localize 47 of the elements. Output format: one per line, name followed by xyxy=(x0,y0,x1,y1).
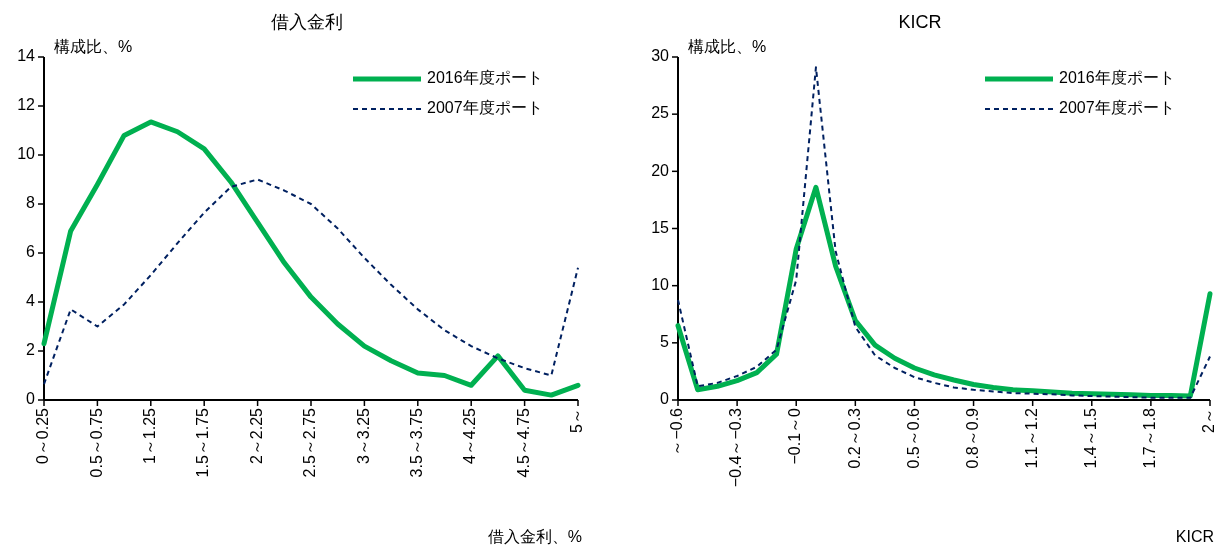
x-tick-label: 1.4～1.5 xyxy=(1082,407,1100,469)
y-tick-label: 6 xyxy=(26,243,36,261)
x-tick-label: 1.7～1.8 xyxy=(1141,407,1159,469)
x-tick-label: 4.5～4.75 xyxy=(514,407,532,478)
legend-label: 2016年度ポート xyxy=(427,69,543,87)
y-tick-label: 25 xyxy=(651,104,670,122)
y-tick-label: 12 xyxy=(17,96,36,114)
x-tick-label: 2～ xyxy=(1200,408,1218,433)
y-tick-label: 15 xyxy=(651,218,670,236)
x-tick-label: 2～2.25 xyxy=(247,407,265,465)
legend-label: 2016年度ポート xyxy=(1059,69,1175,87)
y-tick-label: 5 xyxy=(660,333,670,351)
chart-title: KICR xyxy=(898,12,942,32)
x-axis-title: 借入金利、% xyxy=(487,528,582,545)
x-axis-title: KICR xyxy=(1175,528,1214,545)
x-tick-label: 3.5～3.75 xyxy=(408,407,426,478)
x-tick-label: 0～0.25 xyxy=(34,407,52,465)
x-tick-label: 3～3.25 xyxy=(354,407,372,465)
legend-label: 2007年度ポート xyxy=(427,99,543,117)
y-tick-label: 30 xyxy=(651,47,670,65)
x-tick-label: ～−0.6 xyxy=(668,407,686,456)
y-axis-title: 構成比、% xyxy=(688,38,767,55)
y-tick-label: 0 xyxy=(26,390,36,408)
x-tick-label: 0.5～0.6 xyxy=(904,407,922,469)
y-tick-label: 2 xyxy=(26,341,36,359)
x-tick-label: 2.5～2.75 xyxy=(301,407,319,478)
x-tick-label: 5～ xyxy=(568,408,586,433)
x-tick-label: 0.5～0.75 xyxy=(87,407,105,478)
y-tick-label: 10 xyxy=(17,145,36,163)
x-tick-label: 4～4.25 xyxy=(461,407,479,465)
x-tick-label: 0.8～0.9 xyxy=(963,407,981,469)
y-tick-label: 4 xyxy=(26,292,36,310)
y-tick-label: 14 xyxy=(17,47,36,65)
x-tick-label: 1～1.25 xyxy=(141,407,159,465)
y-tick-label: 10 xyxy=(651,275,670,293)
y-axis-title: 構成比、% xyxy=(54,38,133,55)
x-tick-label: −0.1～0 xyxy=(786,407,804,465)
x-tick-label: 1.1～1.2 xyxy=(1022,407,1040,469)
chart-title: 借入金利 xyxy=(270,12,343,32)
line-series xyxy=(43,178,579,386)
legend-label: 2007年度ポート xyxy=(1059,99,1175,117)
y-tick-label: 8 xyxy=(26,194,36,212)
y-tick-label: 20 xyxy=(651,161,670,179)
y-tick-label: 0 xyxy=(660,390,670,408)
x-tick-label: −0.4～−0.3 xyxy=(727,407,745,488)
x-tick-label: 0.2～0.3 xyxy=(845,407,863,469)
x-tick-label: 1.5～1.75 xyxy=(194,407,212,478)
